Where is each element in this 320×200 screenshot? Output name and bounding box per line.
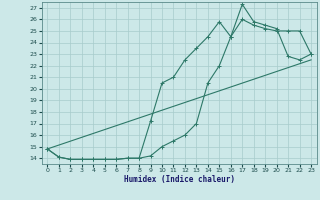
X-axis label: Humidex (Indice chaleur): Humidex (Indice chaleur) — [124, 175, 235, 184]
